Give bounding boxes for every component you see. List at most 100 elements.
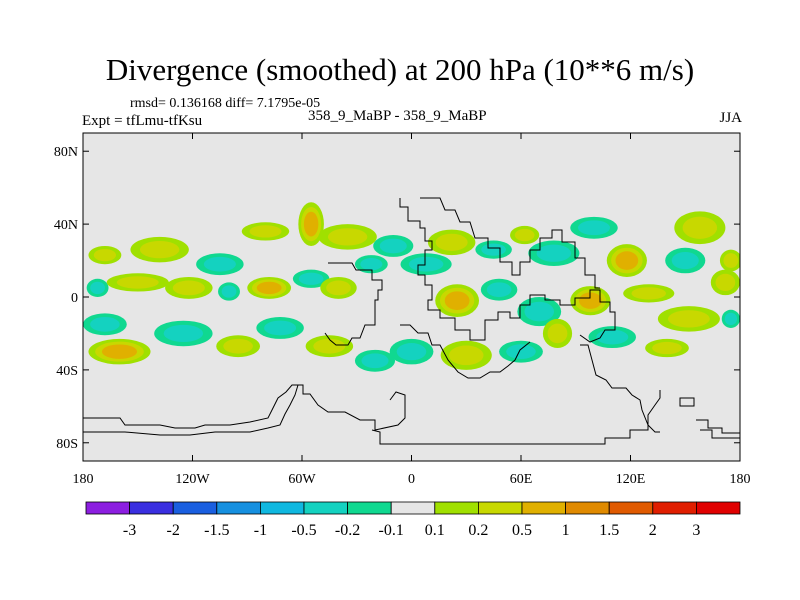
- contour-blob-18-level-1: [172, 280, 205, 296]
- colorbar-label: -1.5: [204, 522, 229, 539]
- colorbar-label: -0.1: [379, 522, 404, 539]
- x-tick-label: 60W: [288, 472, 316, 487]
- colorbar-swatch: [129, 501, 174, 515]
- colorbar-swatch: [347, 501, 392, 515]
- contour-blob-11-level-1: [577, 220, 611, 236]
- contour-blob-6-level-1: [379, 238, 407, 254]
- colorbar-swatch: [434, 501, 479, 515]
- contour-blob-9-level-1: [514, 228, 535, 242]
- coastline-tibet: [420, 197, 600, 289]
- colorbar-swatch: [172, 501, 218, 515]
- contour-blob-26-level-1: [486, 282, 512, 298]
- y-tick-label: 40N: [54, 218, 78, 233]
- colorbar-swatch: [390, 501, 436, 515]
- contour-blob-42-level-1: [547, 323, 568, 344]
- contour-blob-37-level-1: [313, 338, 346, 354]
- contour-blob-2-level-1: [203, 256, 236, 272]
- coastline-antarctica: [83, 384, 299, 436]
- colorbar-swatch: [216, 501, 261, 515]
- colorbar-swatch: [565, 501, 610, 515]
- contour-blob-29-level-1: [631, 287, 666, 300]
- coastline-africa: [400, 324, 531, 379]
- contour-blob-27-level-1: [524, 301, 555, 322]
- contour-blob-4-level-2: [303, 211, 319, 237]
- contour-blob-28-level-2: [578, 292, 602, 309]
- contour-blob-33-level-2: [101, 344, 138, 359]
- contour-blob-44-level-1: [652, 341, 682, 355]
- contour-blob-34-level-1: [163, 324, 204, 343]
- contour-blob-40-level-1: [449, 345, 484, 366]
- colorbar-swatch: [696, 501, 741, 515]
- colorbar-swatch: [477, 501, 523, 515]
- contour-blob-35-level-1: [223, 338, 253, 354]
- contour-blob-43-level-1: [596, 329, 629, 345]
- contour-blob-20-level-2: [256, 281, 282, 295]
- contour-blob-5-level-1: [327, 228, 368, 246]
- colorbar-swatch: [652, 501, 697, 515]
- x-tick-label: 0: [408, 472, 415, 487]
- colorbar-swatch: [608, 501, 654, 515]
- y-tick-label: 80S: [56, 437, 78, 452]
- contour-blob-36-level-1: [264, 320, 297, 336]
- contour-blob-24-level-1: [408, 256, 444, 272]
- y-tick-label: 80N: [54, 145, 78, 160]
- contour-blob-32-level-1: [90, 316, 120, 332]
- contour-blob-39-level-1: [396, 343, 427, 361]
- colorbar-swatch: [85, 501, 130, 515]
- x-tick-label: 120W: [175, 472, 210, 487]
- contour-blob-1-level-1: [139, 241, 180, 259]
- x-tick-label: 120E: [616, 472, 646, 487]
- coastline-antarctic-shelf: [371, 390, 661, 445]
- contour-blob-14-level-1: [682, 216, 718, 239]
- y-tick-label: 0: [71, 291, 78, 306]
- contour-blob-22-level-1: [326, 280, 351, 296]
- colorbar-label: 1.5: [599, 522, 619, 539]
- colorbar-label: 1: [562, 522, 570, 539]
- colorbar-label: -1: [254, 522, 267, 539]
- colorbar: -3 -2 -1.5 -1 -0.5 -0.2 -0.1 0.1 0.2 0.5 1 1.5 2 3: [85, 501, 741, 539]
- contour-blob-38-level-1: [361, 353, 389, 369]
- contour-blob-25-level-2: [444, 291, 470, 310]
- axes: 180 120W 60W 0 60E 120E 180 80N 40N 0 40S 80S: [54, 133, 751, 487]
- contour-blob-15-level-1: [723, 253, 739, 268]
- x-tick-label: 60E: [510, 472, 533, 487]
- y-tick-label: 40S: [56, 364, 78, 379]
- stats-label: rmsd= 0.136168 diff= 7.1795e-05: [130, 96, 321, 111]
- contour-blob-17-level-1: [116, 276, 159, 289]
- coastline: [83, 197, 740, 445]
- coastline-ross-sea: [696, 419, 740, 439]
- chart-title: Divergence (smoothed) at 200 hPa (10**6 …: [105, 52, 695, 87]
- contour-blob-13-level-1: [671, 251, 699, 270]
- contour-blob-19-level-1: [221, 285, 237, 298]
- contour-blob-7-level-1: [435, 233, 468, 251]
- x-tick-label: 180: [73, 472, 94, 487]
- colorbar-label: 3: [692, 522, 700, 539]
- experiment-label: Expt = tfLmu-tfKsu: [82, 113, 203, 129]
- contour-field: [83, 202, 740, 372]
- colorbar-swatch: [259, 501, 305, 515]
- colorbar-label: -3: [123, 522, 136, 539]
- x-tick-label: 180: [730, 472, 751, 487]
- contour-blob-16-level-1: [90, 281, 105, 295]
- colorbar-label: 0.5: [512, 522, 532, 539]
- colorbar-label: -0.5: [291, 522, 316, 539]
- colorbar-label: -2: [167, 522, 180, 539]
- contour-blob-23-level-1: [360, 258, 383, 271]
- case-label: 358_9_MaBP - 358_9_MaBP: [308, 108, 487, 124]
- contour-blob-3-level-1: [249, 225, 282, 238]
- colorbar-swatch: [303, 501, 348, 515]
- season-label: JJA: [719, 110, 742, 126]
- colorbar-label: 0.2: [468, 522, 488, 539]
- contour-blob-0-level-1: [93, 248, 116, 262]
- contour-blob-41-level-1: [506, 344, 536, 360]
- colorbar-label: 0.1: [425, 522, 445, 539]
- coastline-south-america: [298, 384, 406, 431]
- contour-blob-30-level-1: [667, 310, 710, 328]
- contour-blob-8-level-1: [481, 243, 506, 256]
- contour-blob-45-level-1: [724, 312, 738, 326]
- contour-blob-10-level-1: [536, 244, 572, 262]
- colorbar-swatch: [521, 501, 566, 515]
- contour-blob-12-level-2: [615, 251, 639, 270]
- contour-blob-31-level-1: [715, 273, 736, 292]
